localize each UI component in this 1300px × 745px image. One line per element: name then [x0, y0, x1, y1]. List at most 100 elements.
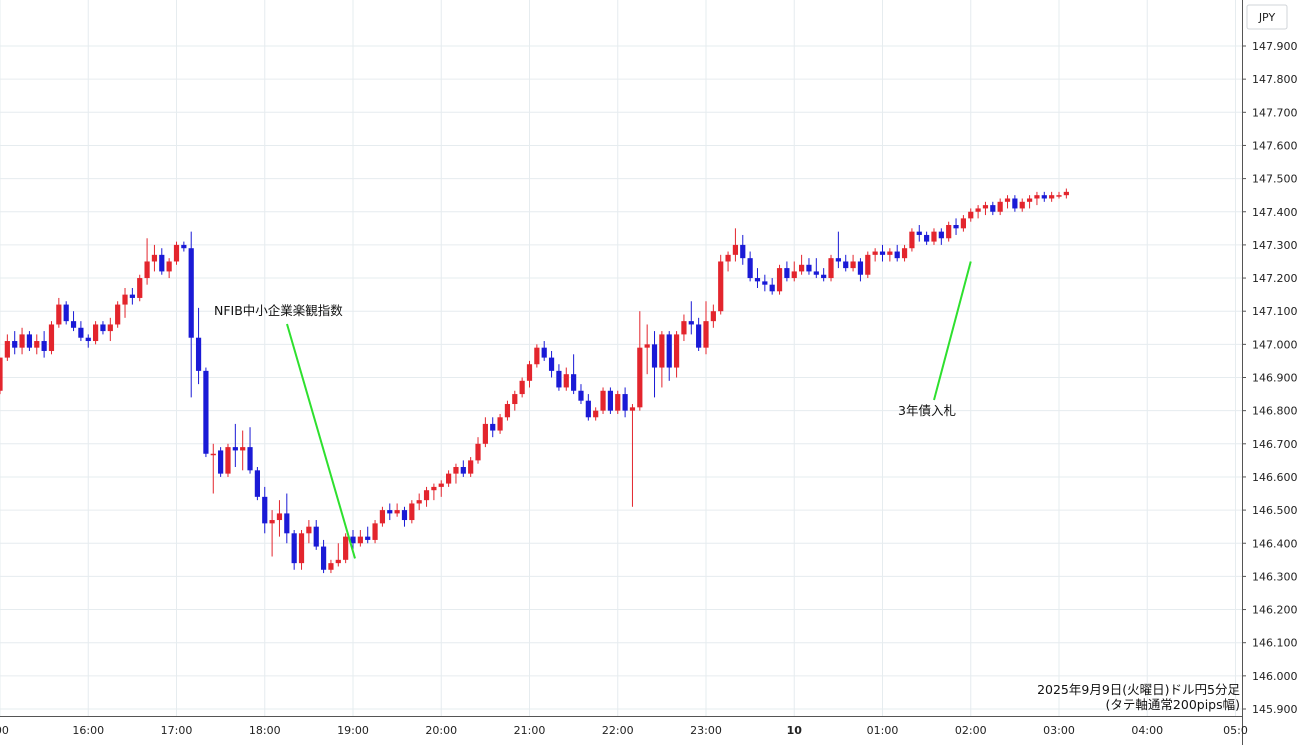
x-tick-label: 16:00	[72, 724, 104, 737]
candle-body	[946, 225, 952, 239]
x-tick-label: 23:00	[690, 724, 722, 737]
candle-body	[799, 264, 805, 272]
candle-body	[953, 225, 959, 229]
candle-body	[291, 533, 297, 564]
candle-body	[563, 374, 569, 388]
candle-body	[137, 278, 143, 298]
candle-body	[195, 337, 202, 371]
candle-body	[762, 281, 768, 285]
candle-body	[247, 447, 253, 471]
candle-body	[85, 337, 91, 342]
candle-body	[394, 510, 400, 514]
candle-body	[4, 341, 10, 358]
candle-body	[769, 284, 775, 292]
candle-body	[269, 520, 275, 524]
candle-body	[475, 443, 481, 461]
y-tick-label: 147.400	[1252, 206, 1298, 219]
candle-body	[240, 447, 246, 451]
candle-body	[320, 546, 327, 570]
candle-body	[343, 536, 349, 560]
candle-body	[460, 467, 466, 474]
x-tick-label: 01:00	[867, 724, 899, 737]
candle-body	[306, 526, 312, 534]
y-tick-label: 146.200	[1252, 604, 1298, 617]
candle-body	[519, 380, 525, 395]
y-tick-label: 147.200	[1252, 272, 1298, 285]
candle-body	[747, 258, 753, 279]
candle-body	[718, 261, 724, 312]
y-tick-label: 146.900	[1252, 372, 1298, 385]
candle-body	[879, 251, 886, 255]
grid	[0, 0, 1242, 716]
candle-body	[894, 251, 900, 259]
candle-body	[100, 324, 106, 332]
candle-body	[673, 334, 680, 368]
y-tick-label: 146.500	[1252, 504, 1298, 517]
candle-body	[357, 536, 363, 544]
x-tick-label: 20:00	[425, 724, 457, 737]
x-tick-label: 05:0	[1223, 724, 1248, 737]
y-tick-label: 147.000	[1252, 338, 1298, 351]
candle-body	[821, 274, 827, 279]
candle-body	[284, 513, 290, 534]
candle-body	[19, 334, 25, 348]
candle-body	[26, 334, 33, 348]
candle-body	[151, 254, 158, 262]
candle-body	[806, 264, 812, 272]
candle-body	[887, 251, 893, 255]
candle-body	[835, 258, 841, 262]
candle-body	[70, 321, 77, 328]
y-tick-label: 146.700	[1252, 438, 1298, 451]
candle-body	[468, 460, 474, 474]
candle-body	[93, 324, 99, 342]
candle-body	[997, 201, 1003, 212]
candle-body	[931, 231, 937, 242]
annotation-label-nfib: NFIB中小企業楽観指数	[214, 303, 343, 318]
candle-body	[578, 390, 584, 401]
candle-body	[453, 467, 459, 474]
candle-body	[188, 248, 194, 338]
candle-body	[335, 559, 341, 564]
candle-body	[651, 344, 658, 368]
y-tick-label: 147.800	[1252, 73, 1298, 86]
candle-body	[34, 341, 40, 348]
candle-body	[254, 470, 260, 497]
candle-body	[725, 254, 731, 262]
x-tick-label: 10	[787, 724, 803, 737]
x-tick-label: 21:00	[514, 724, 546, 737]
candle-body	[446, 473, 452, 484]
candle-body	[990, 205, 996, 212]
y-tick-label: 146.400	[1252, 537, 1298, 550]
candle-body	[210, 453, 216, 456]
currency-label-box	[1246, 4, 1288, 30]
candle-body	[372, 523, 378, 540]
candle-body	[548, 357, 555, 371]
x-tick-label: 18:00	[249, 724, 281, 737]
candle-body	[56, 304, 62, 325]
y-tick-label: 146.300	[1252, 570, 1298, 583]
x-tick-label: 22:00	[602, 724, 634, 737]
candle-body	[497, 417, 503, 431]
candle-body	[203, 370, 209, 454]
candle-body	[504, 404, 511, 418]
candle-body	[975, 208, 981, 212]
candle-body	[688, 321, 694, 325]
candle-body	[629, 407, 636, 411]
candle-body	[556, 370, 562, 388]
candle-body	[232, 447, 238, 451]
candle-body	[534, 347, 540, 365]
candle-body	[313, 526, 319, 547]
annotation-pointer-line	[286, 323, 356, 559]
y-tick-label: 147.300	[1252, 239, 1298, 252]
candle-body	[659, 334, 665, 368]
chart-caption-line2: (タテ軸通常200pips幅)	[1106, 697, 1240, 712]
y-tick-label: 147.700	[1252, 106, 1298, 119]
candle-body	[350, 536, 356, 544]
candle-body	[600, 390, 606, 411]
candle-body	[732, 244, 739, 255]
candle-body	[776, 268, 783, 292]
candle-body	[438, 483, 444, 487]
candle-body	[843, 261, 849, 269]
